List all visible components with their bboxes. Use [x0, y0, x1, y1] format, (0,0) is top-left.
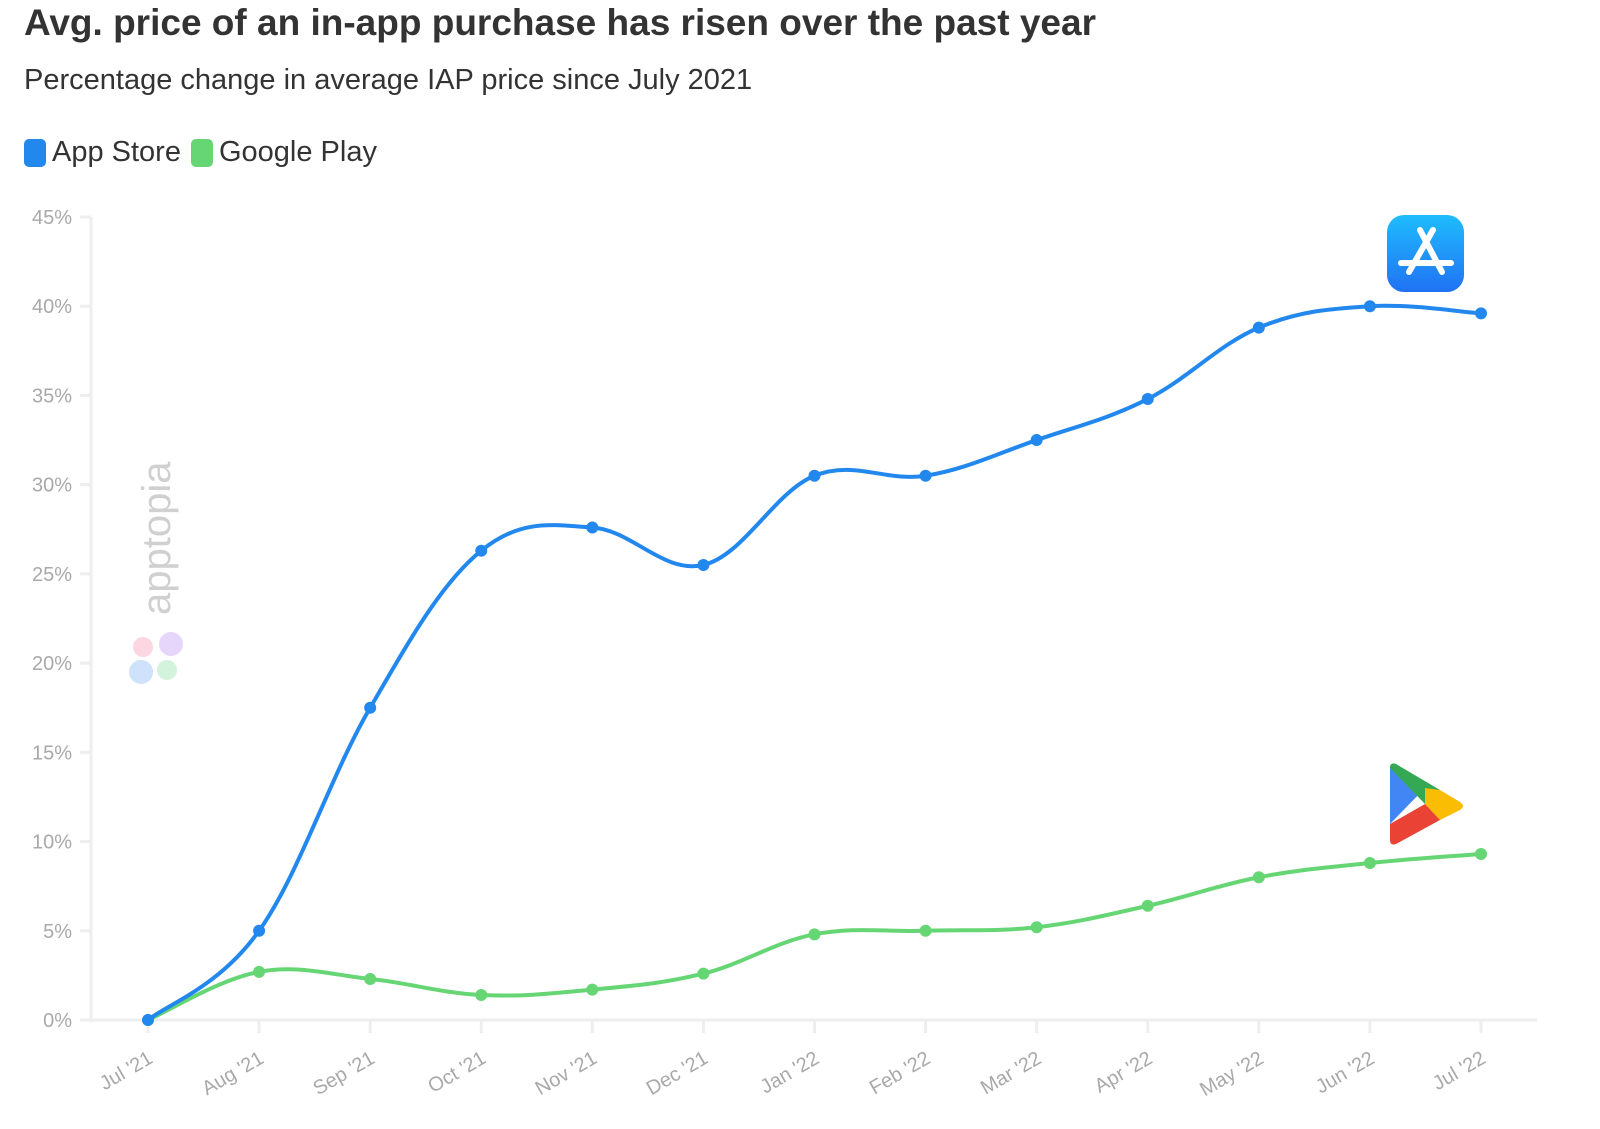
y-tick-label: 45% — [32, 207, 72, 229]
x-tick-label: Oct '21 — [424, 1047, 489, 1097]
x-tick-label: Jul '21 — [96, 1047, 157, 1095]
app-store-icon — [1387, 215, 1464, 292]
data-point-google-play — [1252, 871, 1265, 884]
x-tick-label: Sep '21 — [309, 1047, 378, 1100]
data-point-app-store — [1252, 321, 1265, 334]
x-tick-label: Jan '22 — [757, 1047, 823, 1098]
legend-item-app-store[interactable]: App Store — [24, 136, 181, 169]
data-point-app-store — [364, 701, 377, 714]
data-point-app-store — [697, 558, 710, 571]
legend-swatch-google-play — [190, 138, 213, 167]
svg-text:apptopia: apptopia — [135, 461, 179, 615]
data-point-google-play — [1141, 899, 1154, 912]
data-point-google-play — [697, 967, 710, 980]
y-tick-label: 20% — [32, 653, 72, 675]
data-point-google-play — [253, 965, 266, 978]
chart-title: Avg. price of an in-app purchase has ris… — [24, 2, 1096, 43]
data-point-google-play — [1475, 848, 1487, 861]
data-point-app-store — [475, 544, 488, 557]
data-point-app-store — [586, 521, 599, 534]
y-tick-label: 0% — [43, 1010, 72, 1032]
data-point-app-store — [1141, 393, 1154, 406]
x-tick-label: Nov '21 — [532, 1047, 601, 1100]
y-tick-label: 5% — [43, 921, 72, 943]
x-tick-label: Mar '22 — [977, 1047, 1045, 1099]
y-tick-label: 40% — [32, 296, 72, 318]
y-tick-label: 25% — [32, 564, 72, 586]
x-tick-label: Apr '22 — [1091, 1047, 1156, 1097]
y-tick-label: 30% — [32, 475, 72, 497]
legend-swatch-app-store — [24, 138, 46, 167]
x-tick-label: Aug '21 — [198, 1047, 267, 1100]
data-point-app-store — [1363, 300, 1376, 313]
series-line-app-store — [146, 303, 1482, 1022]
y-tick-label: 10% — [32, 832, 72, 854]
data-point-app-store — [1030, 434, 1043, 447]
data-point-app-store — [919, 469, 932, 482]
data-point-google-play — [919, 924, 932, 937]
data-point-google-play — [475, 989, 488, 1002]
data-point-google-play — [586, 983, 599, 996]
legend-item-google-play[interactable]: Google Play — [190, 136, 377, 169]
y-tick-label: 15% — [32, 742, 72, 764]
y-tick-label: 35% — [32, 385, 72, 407]
legend-label: App Store — [52, 136, 181, 168]
data-point-google-play — [364, 972, 377, 985]
x-tick-label: Jun '22 — [1312, 1047, 1378, 1098]
data-point-google-play — [808, 928, 821, 941]
x-tick-label: Jul '22 — [1429, 1047, 1490, 1095]
data-point-app-store — [808, 469, 821, 482]
x-tick-label: Feb '22 — [866, 1047, 934, 1099]
data-point-app-store — [1475, 307, 1487, 320]
chart-subtitle: Percentage change in average IAP price s… — [24, 64, 753, 96]
data-point-google-play — [1363, 856, 1376, 869]
data-point-google-play — [1030, 921, 1043, 934]
x-tick-label: Dec '21 — [643, 1047, 712, 1100]
legend: App Store Google Play — [24, 136, 377, 169]
data-point-app-store — [142, 1014, 154, 1026]
apptopia-watermark: apptopia — [129, 461, 183, 684]
google-play-icon — [1390, 763, 1463, 845]
x-tick-label: May '22 — [1196, 1047, 1267, 1101]
data-point-app-store — [253, 924, 266, 937]
legend-label: Google Play — [218, 136, 377, 168]
